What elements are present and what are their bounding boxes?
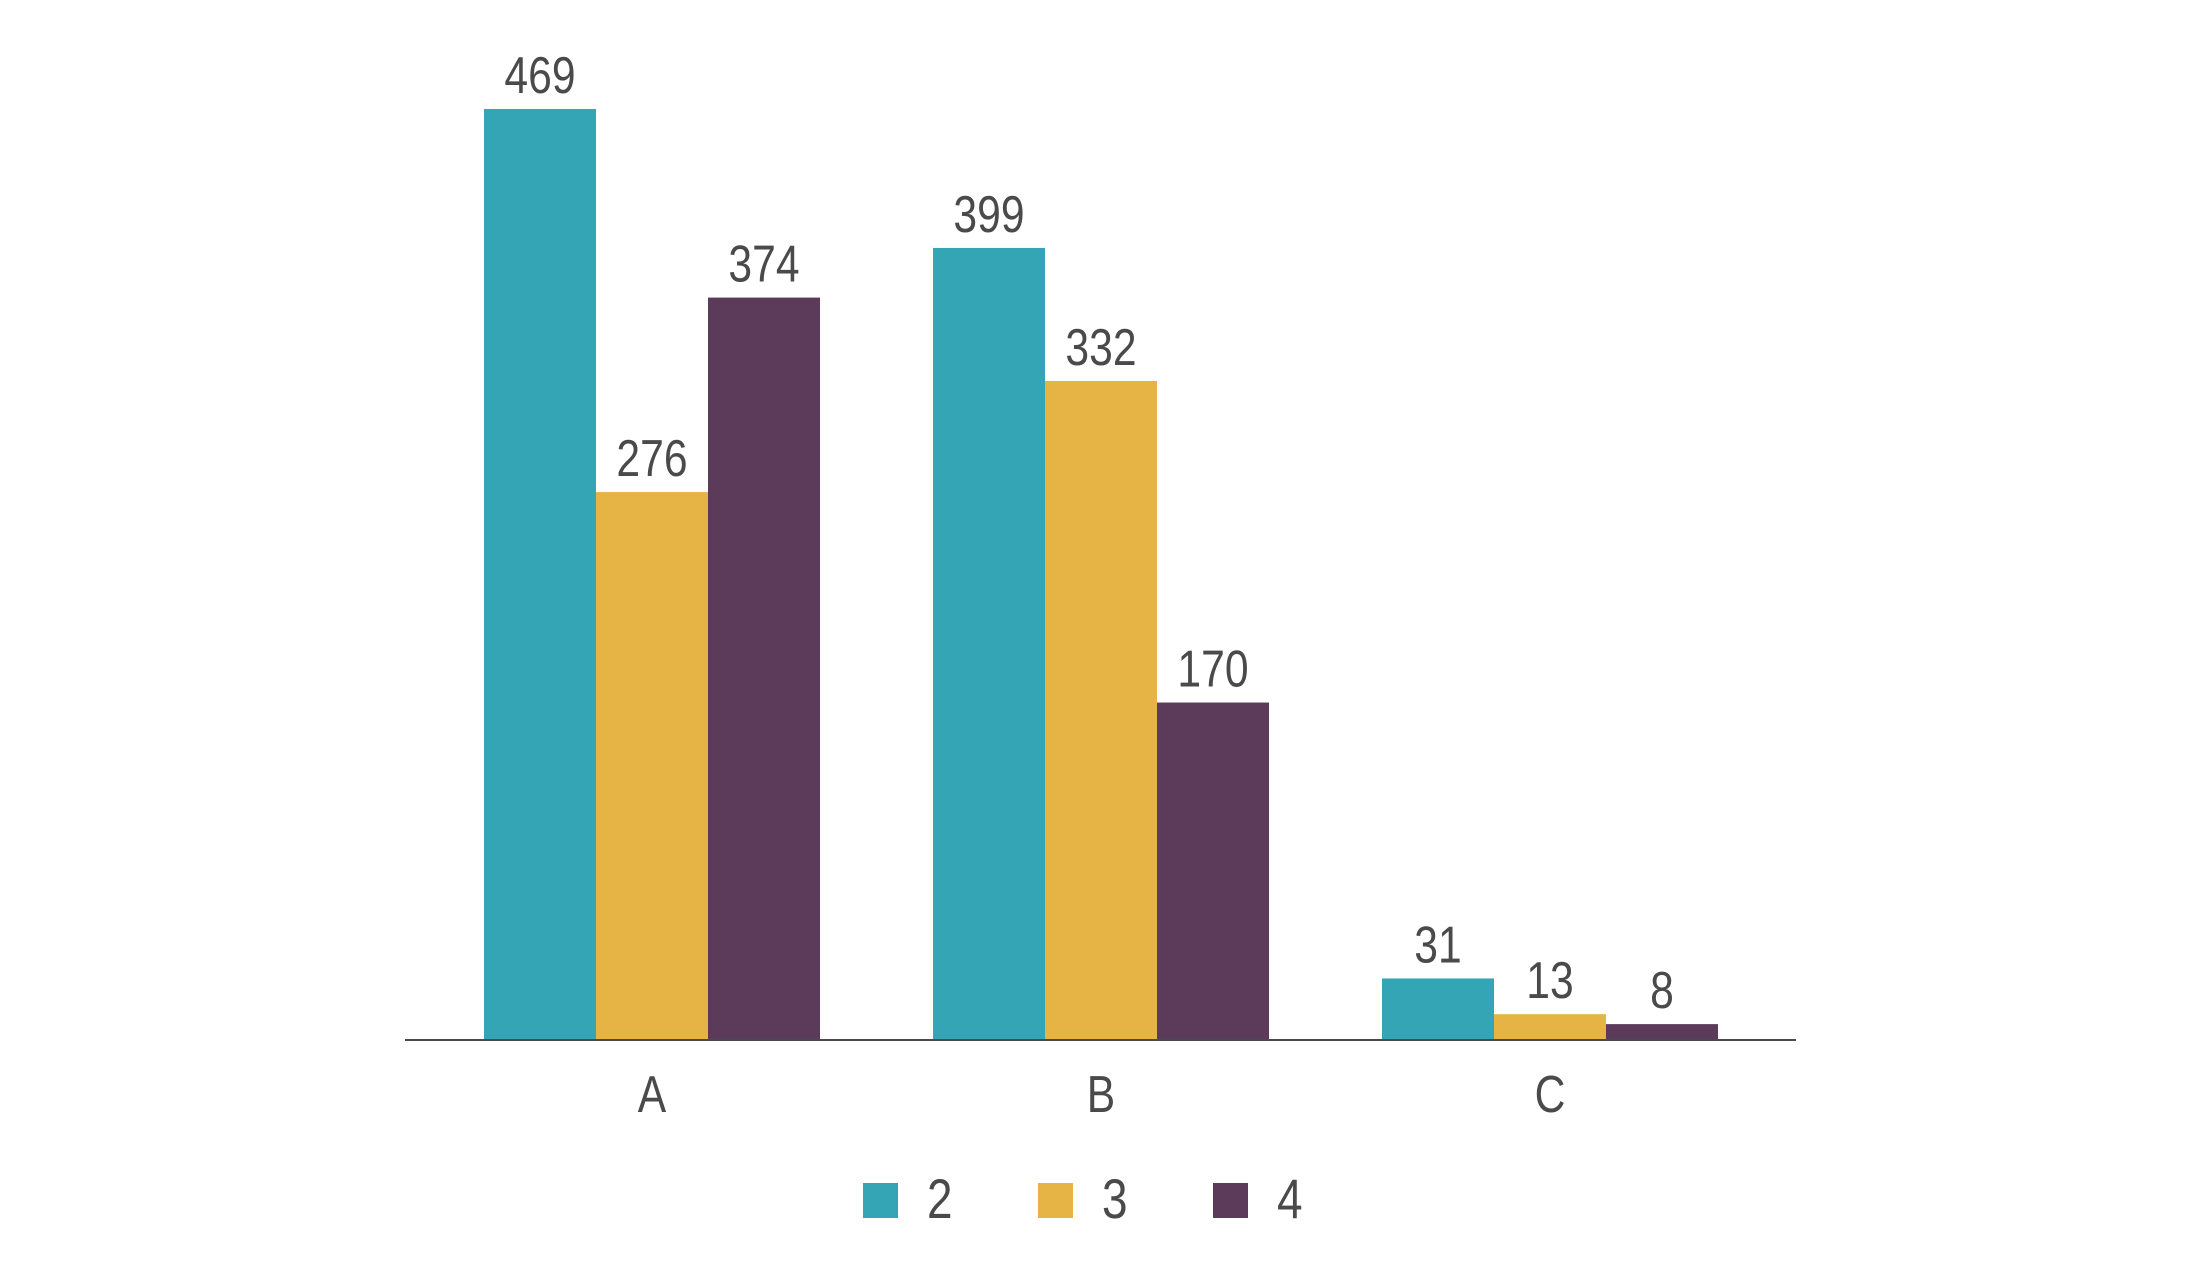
bar-C-series-3 — [1494, 1014, 1606, 1040]
legend-swatch — [1213, 1183, 1248, 1218]
x-tick-label: A — [638, 1066, 667, 1124]
data-label: 170 — [1177, 641, 1248, 699]
legend-item-2: 2 — [863, 1168, 953, 1230]
bar-B-series-3 — [1045, 380, 1157, 1041]
data-label: 469 — [504, 47, 575, 105]
x-tick-label: C — [1535, 1066, 1566, 1124]
legend-label: 4 — [1277, 1168, 1303, 1230]
bar-A-series-3 — [596, 492, 708, 1041]
data-labels-layer: 469 276 374 399 332 170 31 13 8 — [504, 47, 1673, 1020]
data-label: 374 — [728, 236, 799, 294]
bars-layer — [484, 109, 1718, 1041]
data-label: 31 — [1414, 917, 1461, 975]
legend-item-4: 4 — [1213, 1168, 1303, 1230]
legend-swatch — [1038, 1183, 1073, 1218]
data-label: 276 — [616, 430, 687, 488]
legend-label: 2 — [927, 1168, 953, 1230]
legend-label: 3 — [1102, 1168, 1128, 1230]
data-label: 332 — [1065, 319, 1136, 377]
bar-C-series-4 — [1606, 1024, 1718, 1040]
bar-B-series-2 — [933, 247, 1045, 1041]
data-label: 8 — [1650, 962, 1674, 1020]
legend-swatch — [863, 1183, 898, 1218]
bar-A-series-4 — [708, 297, 820, 1040]
x-axis-tick-labels: A B C — [638, 1066, 1566, 1124]
data-label: 13 — [1526, 952, 1573, 1010]
x-tick-label: B — [1087, 1066, 1115, 1124]
bar-A-series-2 — [484, 109, 596, 1040]
legend-item-3: 3 — [1038, 1168, 1128, 1230]
bar-B-series-4 — [1157, 702, 1269, 1040]
data-label: 399 — [953, 186, 1024, 244]
legend: 2 3 4 — [863, 1168, 1303, 1230]
bar-C-series-2 — [1382, 978, 1494, 1040]
